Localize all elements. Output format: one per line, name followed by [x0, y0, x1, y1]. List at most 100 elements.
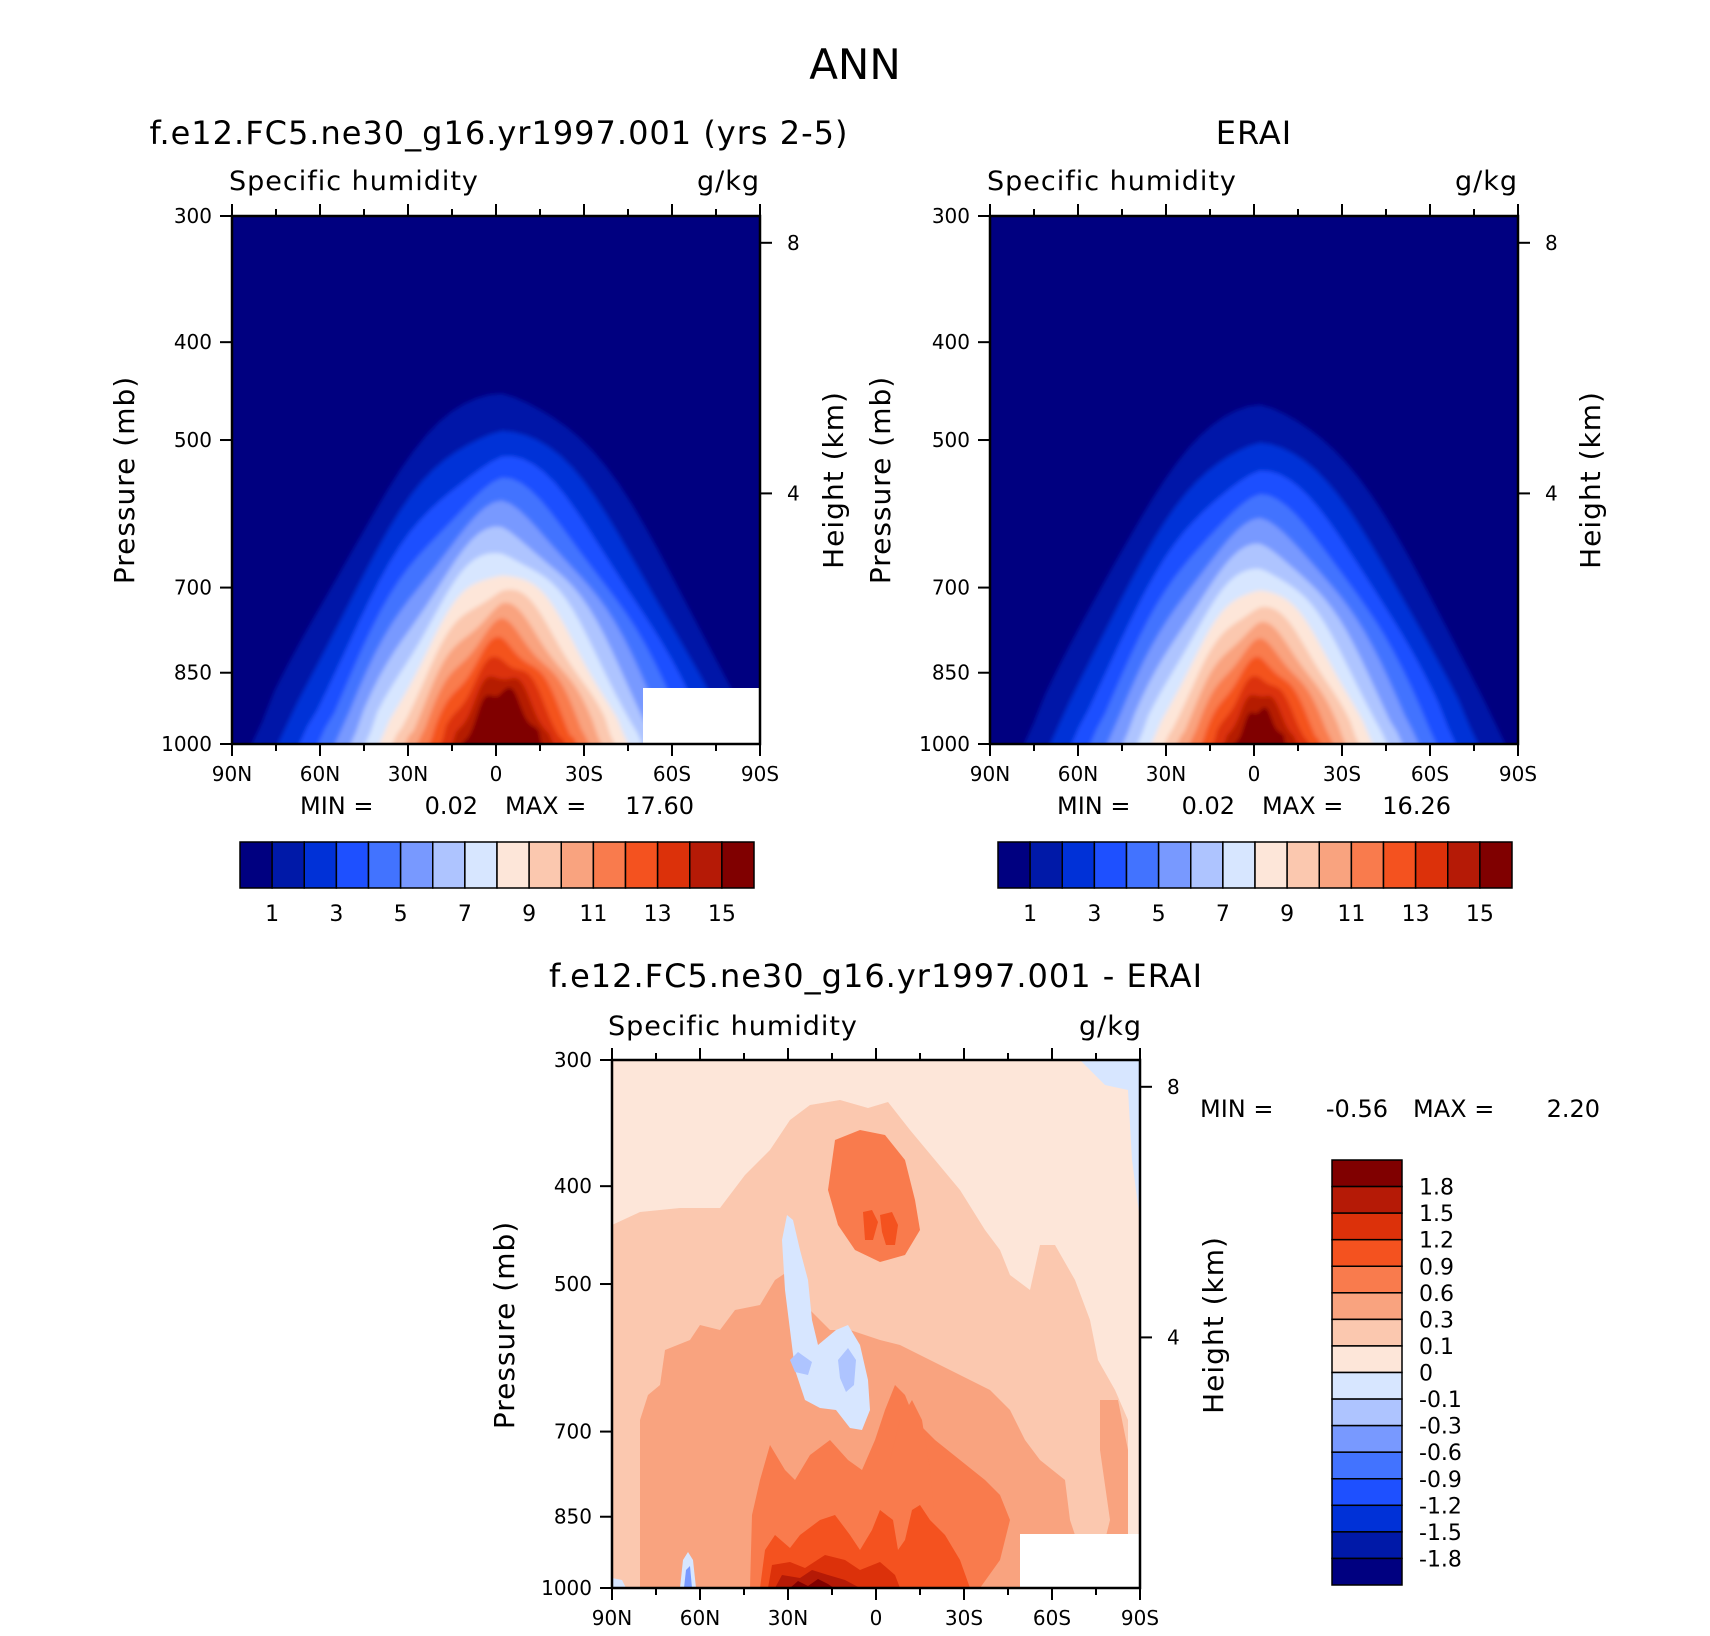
right-tick-label: 8	[1167, 1075, 1180, 1099]
y-tick-label: 850	[932, 661, 970, 685]
colorbar-swatch	[303, 841, 338, 889]
colorbar-label: 1.8	[1419, 1176, 1454, 1201]
colorbar-swatch	[1479, 841, 1513, 889]
colorbar-swatch	[496, 841, 530, 889]
panel-model-min-label: MIN =	[300, 792, 373, 820]
panel-model-right-axis-title: Height (km)	[817, 391, 850, 569]
colorbar-swatch	[1382, 841, 1417, 889]
y-tick-label: 400	[174, 330, 212, 354]
colorbar-label: 9	[522, 902, 536, 927]
panel-difference-max-label: MAX =	[1413, 1095, 1494, 1123]
y-tick-label: 500	[554, 1272, 592, 1296]
colorbar-swatch	[1331, 1345, 1403, 1374]
y-tick-label: 1000	[919, 732, 970, 756]
y-tick-label: 1000	[161, 732, 212, 756]
panel-reanalysis-right-label: g/kg	[1455, 166, 1518, 197]
colorbar-label: 13	[1402, 902, 1430, 927]
colorbar-swatch	[1331, 1557, 1403, 1586]
y-tick-label: 700	[932, 576, 970, 600]
panel-model-left-label: Specific humidity	[229, 166, 479, 197]
colorbar-label: 3	[329, 902, 343, 927]
colorbar-label: 0	[1419, 1362, 1433, 1387]
x-tick-label: 90S	[1121, 1606, 1159, 1630]
y-tick-label: 300	[932, 204, 970, 228]
colorbar-label: 0.9	[1419, 1255, 1454, 1280]
y-tick-label: 300	[554, 1048, 592, 1072]
y-tick-label: 1000	[541, 1576, 592, 1600]
y-tick-label: 700	[554, 1420, 592, 1444]
colorbar-label: -0.9	[1419, 1468, 1462, 1493]
x-tick-label: 60N	[300, 762, 340, 786]
contour-band	[1234, 707, 1286, 744]
colorbar-swatch	[560, 841, 595, 889]
colorbar-swatch	[1331, 1318, 1403, 1347]
y-tick-label: 850	[174, 661, 212, 685]
colorbar-label: 7	[1216, 902, 1230, 927]
colorbar-label: 13	[644, 902, 672, 927]
right-tick-label: 4	[1545, 481, 1558, 505]
x-tick-label: 30S	[945, 1606, 983, 1630]
colorbar-swatch	[1061, 841, 1096, 889]
colorbar-swatch	[1331, 1185, 1403, 1214]
colorbar-swatch	[1331, 1398, 1403, 1427]
colorbar-swatch	[432, 841, 466, 889]
colorbar-swatch	[1157, 841, 1192, 889]
x-tick-label: 0	[870, 1606, 883, 1630]
y-tick-label: 300	[174, 204, 212, 228]
colorbar-swatch	[721, 841, 755, 889]
colorbar-label: -0.1	[1419, 1388, 1462, 1413]
panel-reanalysis: ERAI Specific humidity g/kg 90N 60N 30N 0 30…	[864, 114, 1607, 927]
panel-model-missing-data	[643, 688, 760, 744]
colorbar-label: 1	[1023, 902, 1037, 927]
colorbar-swatch	[367, 841, 402, 889]
colorbar-label: -0.3	[1419, 1415, 1462, 1440]
panel-model-title: f.e12.FC5.ne30_g16.yr1997.001 (yrs 2-5)	[150, 114, 849, 152]
colorbar-swatch	[1029, 841, 1063, 889]
colorbar-swatch	[528, 841, 562, 889]
colorbar-swatch	[1254, 841, 1288, 889]
colorbar-label: 0.1	[1419, 1335, 1454, 1360]
colorbar-label: 15	[708, 902, 736, 927]
colorbar-label: 1.2	[1419, 1229, 1454, 1254]
panel-reanalysis-min-label: MIN =	[1057, 792, 1130, 820]
colorbar-label: 1.5	[1419, 1202, 1454, 1227]
y-tick-label: 400	[932, 330, 970, 354]
colorbar-swatch	[656, 841, 691, 889]
colorbar-label: 3	[1087, 902, 1101, 927]
colorbar-swatch	[1350, 841, 1385, 889]
colorbar-swatch	[464, 841, 498, 889]
colorbar-swatch	[1286, 841, 1320, 889]
panel-difference-max-value: 2.20	[1547, 1095, 1600, 1123]
colorbar-swatch	[1414, 841, 1449, 889]
x-tick-label: 60N	[1058, 762, 1098, 786]
colorbar-swatch	[1331, 1292, 1403, 1321]
right-tick-label: 4	[1167, 1325, 1180, 1349]
colorbar-label: 0.6	[1419, 1282, 1454, 1307]
colorbar-swatch	[997, 841, 1031, 889]
panel-difference-y-axis-title: Pressure (mb)	[488, 1221, 521, 1429]
colorbar-swatch	[1331, 1159, 1403, 1188]
panel-reanalysis-max-value: 16.26	[1382, 792, 1451, 820]
right-tick-label: 4	[787, 481, 800, 505]
colorbar-swatch	[399, 841, 434, 889]
y-tick-label: 500	[932, 428, 970, 452]
panel-model-right-label: g/kg	[697, 166, 760, 197]
colorbar-swatch	[1190, 841, 1224, 889]
colorbar-swatch	[592, 841, 627, 889]
colorbar-swatch	[1331, 1265, 1403, 1294]
x-tick-label: 30S	[1323, 762, 1361, 786]
x-tick-label: 0	[1248, 762, 1261, 786]
colorbar-label: 9	[1280, 902, 1294, 927]
panel-difference-min-label: MIN =	[1200, 1095, 1273, 1123]
panel-model-min-value: 0.02	[425, 792, 478, 820]
colorbar-label: 11	[1337, 902, 1365, 927]
colorbar-label: 5	[1152, 902, 1166, 927]
colorbar-label: 0.3	[1419, 1308, 1454, 1333]
contour-band	[462, 687, 543, 744]
x-tick-label: 90N	[592, 1606, 632, 1630]
panel-reanalysis-y-axis-title: Pressure (mb)	[864, 376, 897, 584]
panel-reanalysis-max-label: MAX =	[1262, 792, 1343, 820]
colorbar-swatch	[1331, 1531, 1403, 1560]
colorbar-swatch	[1331, 1371, 1403, 1400]
